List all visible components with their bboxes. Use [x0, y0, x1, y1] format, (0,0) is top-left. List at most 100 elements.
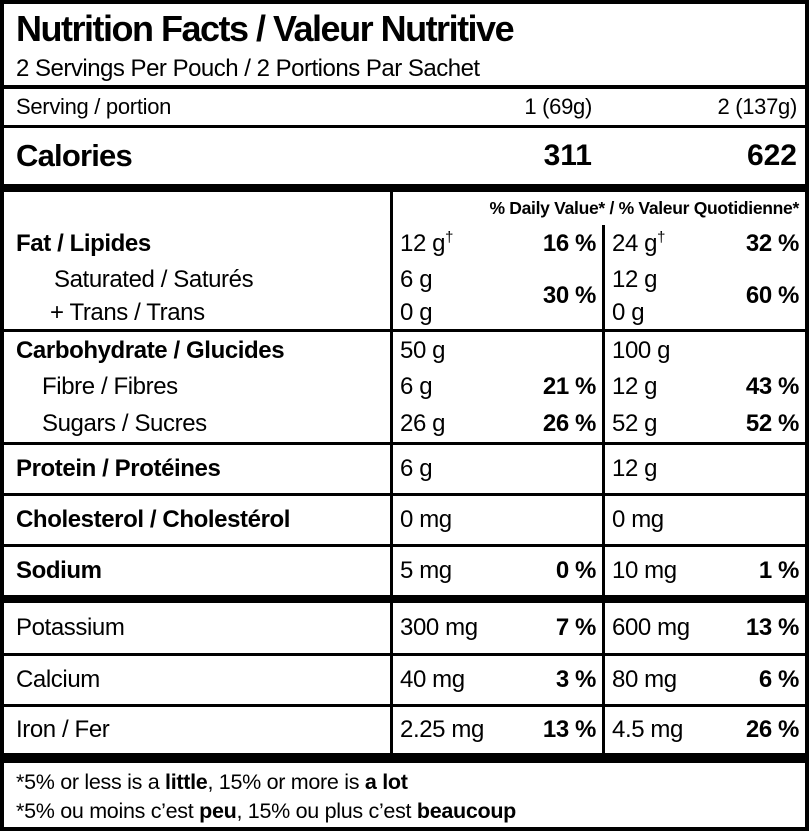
sodium-serving1-amount: 5 mg	[400, 557, 452, 584]
daily-value-header: % Daily Value* / % Valeur Quotidienne*	[390, 192, 805, 225]
dagger-symbol: †	[445, 230, 453, 246]
potassium-serving1-cell: 300 mg 7 %	[390, 603, 602, 653]
servings-per-container: 2 Servings Per Pouch / 2 Portions Par Sa…	[16, 55, 480, 82]
fat-row: Fat / Lipides 12 g† 16 % 24 g† 32 %	[4, 225, 805, 263]
carbohydrate-serving2-amount: 100 g	[612, 336, 671, 364]
carbohydrate-row: Carbohydrate / Glucides 50 g 100 g	[4, 332, 805, 369]
trans-label: + Trans / Trans	[50, 299, 205, 326]
protein-serving1-cell: 6 g	[390, 445, 602, 493]
fibre-label: Fibre / Fibres	[42, 373, 178, 400]
saturated-trans-row: Saturated / Saturés + Trans / Trans 6 g …	[4, 263, 805, 329]
cholesterol-serving2-cell: 0 mg	[602, 496, 805, 544]
trans-serving1-amount: 0 g	[400, 299, 433, 326]
potassium-serving2-dv: 13 %	[745, 614, 800, 641]
fat-label: Fat / Lipides	[16, 230, 151, 257]
fat-serving2-amount-text: 24 g	[612, 230, 658, 257]
fat-serving2-cell: 24 g† 32 %	[602, 225, 805, 263]
sodium-serving1-dv: 0 %	[555, 557, 597, 584]
fat-serving1-cell: 12 g† 16 %	[390, 225, 602, 263]
fibre-row: Fibre / Fibres 6 g 21 % 12 g 43 %	[4, 369, 805, 405]
divider-below-cholesterol	[4, 544, 805, 547]
potassium-serving2-cell: 600 mg 13 %	[602, 603, 805, 653]
footnote-fr-bold1: peu	[199, 799, 237, 823]
divider-below-protein	[4, 493, 805, 496]
divider-below-sodium	[4, 595, 805, 603]
saturated-trans-serving2-amounts: 12 g 0 g	[612, 263, 658, 329]
footnote-fr: *5% ou moins c’est peu, 15% ou plus c’es…	[16, 797, 793, 826]
sodium-serving2-amount: 10 mg	[612, 557, 677, 584]
saturated-trans-serving1-amounts: 6 g 0 g	[400, 263, 433, 329]
calcium-serving2-cell: 80 mg 6 %	[602, 656, 805, 704]
calcium-row: Calcium 40 mg 3 % 80 mg 6 %	[4, 656, 805, 704]
cholesterol-row: Cholesterol / Cholestérol 0 mg 0 mg	[4, 496, 805, 544]
protein-serving2-amount: 12 g	[612, 455, 658, 482]
protein-row: Protein / Protéines 6 g 12 g	[4, 445, 805, 493]
saturated-label: Saturated / Saturés	[54, 266, 254, 293]
calories-label: Calories	[16, 138, 133, 173]
calcium-serving2-amount: 80 mg	[612, 666, 677, 693]
calcium-serving2-dv: 6 %	[758, 666, 800, 693]
sugars-serving2-cell: 52 g 52 %	[602, 405, 805, 442]
fat-serving2-amount: 24 g†	[612, 230, 665, 258]
footnote-en-bold1: little	[165, 770, 208, 794]
footnotes: *5% or less is a little, 15% or more is …	[4, 763, 805, 826]
footnote-en-part1: *5% or less is a	[16, 770, 166, 794]
iron-label: Iron / Fer	[16, 716, 110, 743]
cholesterol-label: Cholesterol / Cholestérol	[16, 506, 291, 533]
fibre-serving1-dv: 21 %	[542, 373, 597, 400]
fibre-serving2-cell: 12 g 43 %	[602, 369, 805, 405]
protein-serving1-amount: 6 g	[400, 455, 433, 482]
serving-size-2: 2 (137g)	[717, 94, 797, 119]
iron-serving2-dv: 26 %	[745, 716, 800, 743]
iron-row: Iron / Fer 2.25 mg 13 % 4.5 mg 26 %	[4, 707, 805, 753]
saturated-trans-serving2-cell: 12 g 0 g 60 %	[602, 263, 805, 329]
divider-below-potassium	[4, 653, 805, 656]
fibre-serving2-dv: 43 %	[745, 373, 800, 400]
divider-below-serving	[4, 125, 805, 128]
label-header: Nutrition Facts / Valeur Nutritive 2 Ser…	[4, 4, 805, 85]
divider-above-footnotes	[4, 753, 805, 763]
fibre-serving1-cell: 6 g 21 %	[390, 369, 602, 405]
footnote-fr-part2: , 15% ou plus c’est	[236, 799, 417, 823]
sugars-serving1-amount: 26 g	[400, 409, 446, 437]
potassium-row: Potassium 300 mg 7 % 600 mg 13 %	[4, 603, 805, 653]
footnote-en-bold2: a lot	[364, 770, 408, 794]
footnote-en: *5% or less is a little, 15% or more is …	[16, 768, 793, 797]
cholesterol-serving1-cell: 0 mg	[390, 496, 602, 544]
sodium-serving2-dv: 1 %	[758, 557, 800, 584]
fat-serving2-dv: 32 %	[745, 230, 800, 257]
label-title: Nutrition Facts / Valeur Nutritive	[16, 8, 515, 49]
serving-size-1: 1 (69g)	[524, 94, 592, 119]
sodium-serving2-cell: 10 mg 1 %	[602, 547, 805, 595]
fibre-serving1-amount: 6 g	[400, 373, 433, 400]
footnote-en-part2: , 15% or more is	[207, 770, 365, 794]
daily-value-header-row: % Daily Value* / % Valeur Quotidienne*	[4, 192, 805, 225]
carbohydrate-serving1-cell: 50 g	[390, 332, 602, 369]
fibre-serving2-amount: 12 g	[612, 373, 658, 400]
divider-below-fat	[4, 329, 805, 332]
saturated-trans-serving2-dv: 60 %	[745, 282, 800, 309]
dagger-symbol: †	[657, 230, 665, 246]
divider-below-calcium	[4, 704, 805, 707]
serving-size-label: Serving / portion	[16, 94, 172, 119]
calcium-label: Calcium	[16, 666, 100, 693]
footnote-fr-bold2: beaucoup	[416, 799, 517, 823]
protein-serving2-cell: 12 g	[602, 445, 805, 493]
divider-below-header	[4, 85, 805, 89]
iron-serving1-cell: 2.25 mg 13 %	[390, 707, 602, 753]
potassium-serving2-amount: 600 mg	[612, 614, 690, 641]
saturated-serving2-amount: 12 g	[612, 266, 658, 293]
fat-serving1-dv: 16 %	[542, 230, 597, 257]
calcium-serving1-dv: 3 %	[555, 666, 597, 693]
sugars-row: Sugars / Sucres 26 g 26 % 52 g 52 %	[4, 405, 805, 442]
sugars-serving1-dv: 26 %	[542, 409, 597, 437]
potassium-label: Potassium	[16, 614, 125, 641]
calories-serving2: 622	[746, 139, 797, 172]
calories-row: Calories 311 622	[4, 128, 805, 184]
calcium-serving1-amount: 40 mg	[400, 666, 465, 693]
iron-serving2-amount: 4.5 mg	[612, 716, 683, 743]
fat-serving1-amount-text: 12 g	[400, 230, 446, 257]
calories-serving1: 311	[543, 139, 592, 172]
carbohydrate-serving1-amount: 50 g	[400, 336, 446, 364]
